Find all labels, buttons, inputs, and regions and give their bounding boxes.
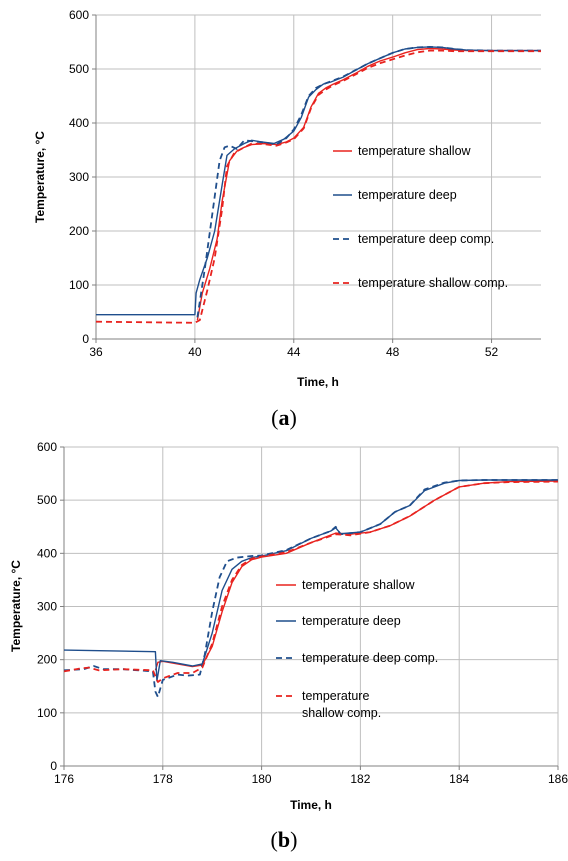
x-tick-label: 178 <box>153 772 173 786</box>
y-tick-label: 400 <box>69 116 89 130</box>
y-tick-label: 100 <box>37 706 57 720</box>
y-axis-label: Temperature, °C <box>9 560 23 652</box>
legend-entry-label: temperature deep <box>358 188 457 202</box>
x-tick-label: 182 <box>350 772 370 786</box>
legend: temperature shallow temperature deep tempe… <box>333 144 508 290</box>
legend-entry-label: temperature shallow <box>302 578 416 592</box>
y-tick-label: 300 <box>37 600 57 614</box>
series-line-temperature-deep <box>96 46 541 316</box>
legend-entry-label: temperature deep comp. <box>358 232 494 246</box>
panel-label: (a) <box>271 405 297 430</box>
y-tick-label: 500 <box>37 493 57 507</box>
x-tick-label: 40 <box>188 345 202 359</box>
x-tick-label: 48 <box>386 345 400 359</box>
panel-label: (b) <box>271 827 298 852</box>
legend-entry-label: temperature shallow comp. <box>302 689 381 720</box>
x-tick-label: 36 <box>89 345 103 359</box>
y-tick-label: 200 <box>69 224 89 238</box>
x-tick-label: 186 <box>548 772 568 786</box>
series-line-temperature-shallow <box>196 47 541 321</box>
chart-panel-b: 0 100 200 300 400 500 600 176 178 180 182 184 186 Tim… <box>9 440 568 852</box>
y-tick-label: 500 <box>69 62 89 76</box>
legend-entry-label: temperature shallow <box>358 144 472 158</box>
legend-entry-label: temperature shallow comp. <box>358 276 508 290</box>
x-tick-label: 44 <box>287 345 301 359</box>
y-axis-label: Temperature, °C <box>33 131 47 223</box>
y-tick-label: 200 <box>37 653 57 667</box>
series-line-temperature-shallow-comp <box>63 480 559 683</box>
y-tick-label: 400 <box>37 546 57 560</box>
x-axis-label: Time, h <box>297 375 339 389</box>
y-tick-label: 0 <box>50 759 57 773</box>
x-tick-label: 180 <box>252 772 272 786</box>
y-tick-label: 300 <box>69 170 89 184</box>
legend: temperature shallow temperature deep tempe… <box>276 578 438 720</box>
y-tick-label: 0 <box>82 332 89 346</box>
series-line-temperature-shallow-comp <box>95 49 541 324</box>
x-tick-label: 176 <box>54 772 74 786</box>
legend-entry-label: temperature deep comp. <box>302 651 438 665</box>
x-tick-label: 184 <box>449 772 469 786</box>
y-tick-label: 600 <box>69 8 89 22</box>
y-tick-label: 100 <box>69 278 89 292</box>
x-tick-label: 52 <box>485 345 499 359</box>
chart-panel-a: 0 100 200 300 400 500 600 36 40 44 48 52 Time, h Temp… <box>33 8 541 430</box>
y-tick-label: 600 <box>37 440 57 454</box>
series-line-temperature-deep-comp <box>196 46 541 318</box>
legend-entry-label: temperature deep <box>302 614 401 628</box>
series-line-temperature-shallow <box>154 480 559 671</box>
x-axis-label: Time, h <box>290 798 332 812</box>
series-line-temperature-deep-comp <box>63 479 558 698</box>
